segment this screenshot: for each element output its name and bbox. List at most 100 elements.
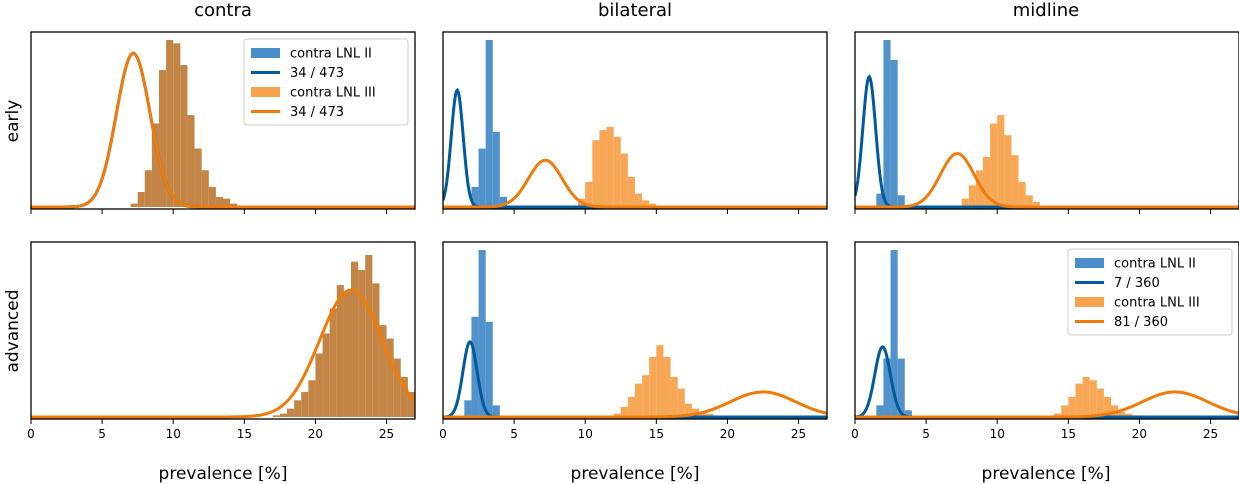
hist-bar [194,148,202,207]
hist-bar [1025,195,1033,207]
plot-area-early-contra [31,40,415,209]
hist-bar [627,396,635,417]
hist-bar [492,131,500,207]
hist-series-early-midline-0 [876,40,905,207]
x-tick-label: 0 [439,427,447,441]
hist-bar [1125,413,1133,417]
hist-bar [904,410,912,417]
x-tick-label: 15 [237,427,252,441]
hist-bar [1004,135,1012,207]
hist-bar [613,136,621,207]
hist-bar [990,123,998,207]
hist-bar [642,375,650,417]
x-tick-label: 15 [1061,427,1076,441]
prior-curve-advanced-midline-3 [855,390,1239,419]
hist-bar [890,60,898,207]
hist-bar [393,358,401,417]
prior-curve-advanced-bilateral-3 [443,390,827,419]
column-titles: contra bilateral midline [194,0,1079,21]
hist-bar [351,261,359,417]
axes-frame [854,31,1239,210]
panel-advanced-bilateral: 0 5 10 15 20 25 [439,241,828,441]
hist-bar [279,413,287,417]
axes-frame [854,241,1239,420]
hist-bar [1103,396,1111,417]
hist-bar [968,185,976,207]
hist-bar [1061,405,1069,417]
hist-bar [1054,413,1062,417]
hist-bar [883,40,891,207]
x-tick-label: 0 [851,427,859,441]
hist-bar [890,250,898,417]
hist-bar [670,376,678,417]
hist-bar [1011,155,1019,207]
hist-bar [358,270,366,417]
hist-bar [975,170,983,207]
x-tick-label: 0 [27,427,35,441]
x-tick-label: 20 [1132,427,1147,441]
hist-bar [372,283,380,417]
hist-bar [1118,411,1126,417]
hist-bar [599,130,607,207]
hist-bar [656,345,664,417]
x-tick-label: 10 [166,427,181,441]
legend-swatch [251,87,280,97]
hist-bar [329,308,337,417]
hist-series-advanced-contra-0 [272,255,415,417]
plot-area-advanced-bilateral [443,250,827,419]
panel-early-midline [854,31,1239,214]
hist-bar [322,333,330,417]
hist-bar [478,250,486,417]
legend-label: contra LNL III [1114,296,1200,311]
hist-bar [144,170,152,207]
x-tick-label: 10 [578,427,593,441]
hist-bar [407,391,415,417]
hist-bar [137,191,145,207]
x-tick-label: 10 [990,427,1005,441]
hist-bar [620,153,628,207]
x-tick-label: 25 [379,427,394,441]
hist-bar [642,200,650,207]
hist-bar [343,291,351,417]
x-tick-label: 25 [1203,427,1218,441]
hist-series-advanced-midline-0 [876,250,912,417]
hist-bar [1075,383,1083,417]
hist-bar [365,255,373,417]
axes-frame [442,31,828,210]
hist-bar [983,156,991,207]
hist-bar [649,203,657,207]
x-axis-label-midline: prevalence [%] [982,464,1111,484]
column-title-bilateral: bilateral [598,0,672,21]
prior-curve-early-bilateral-3 [443,158,827,209]
panel-early-bilateral [442,31,828,214]
hist-bar [1082,376,1090,417]
hist-series-early-contra-0 [130,40,238,208]
hist-bar [166,40,174,207]
axes-frame [442,241,828,420]
hist-bar [230,203,238,207]
hist-bar [208,186,216,207]
x-tick-label: 5 [922,427,930,441]
column-title-contra: contra [194,0,252,21]
plot-area-early-midline [855,40,1239,209]
legend-early-contra: contra LNL II 34 / 473 contra LNL III 34 / … [243,38,409,126]
hist-bar [272,415,280,417]
legend-label: 81 / 360 [1114,315,1168,330]
legend-advanced-midline: contra LNL II 7 / 360 contra LNL III 81 / 3… [1067,248,1233,336]
hist-bar [130,203,138,207]
hist-bar [592,140,600,207]
x-tick-label: 20 [720,427,735,441]
hist-bar [499,196,507,207]
hist-bar [876,405,884,417]
prior-curve-advanced-contra-1 [31,288,415,419]
x-tick-label: 5 [510,427,518,441]
prior-curve-early-contra-2 [31,51,415,209]
x-axis-labels: prevalence [%] prevalence [%] prevalence… [159,464,1111,484]
axes-frame [30,241,416,420]
hist-bar [613,413,621,417]
hist-series-advanced-midline-1 [1054,376,1147,417]
hist-bar [187,115,195,207]
row-label-early: early [3,100,23,143]
hist-bar [400,376,408,417]
